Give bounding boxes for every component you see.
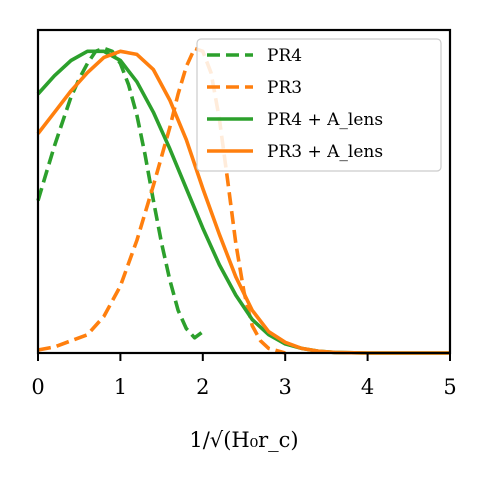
series-line-0	[36, 46, 204, 340]
series-line-3	[36, 49, 450, 355]
x-tick-label-5: 5	[443, 375, 456, 399]
x-tick-label-0: 0	[31, 375, 44, 399]
x-tick-label-3: 3	[279, 375, 292, 399]
series-line-1	[37, 46, 286, 355]
legend-box	[196, 38, 442, 172]
x-tick-label-2: 2	[196, 375, 209, 399]
plot-lines	[36, 46, 450, 355]
x-axis-ticks: 0 1 2 3 4 5	[31, 353, 457, 399]
legend-label-0: PR4	[267, 46, 302, 66]
x-axis-label: 1/√(H₀r_c)	[189, 428, 298, 452]
legend-label-3: PR3 + A_lens	[267, 142, 383, 162]
x-tick-label-1: 1	[114, 375, 127, 399]
axes-frame	[36, 28, 452, 355]
legend-label-2: PR4 + A_lens	[267, 110, 383, 130]
legend: PR4 PR3 PR4 + A_lens PR3 + A_lens	[196, 38, 442, 172]
x-tick-label-4: 4	[361, 375, 374, 399]
legend-label-1: PR3	[267, 78, 302, 98]
